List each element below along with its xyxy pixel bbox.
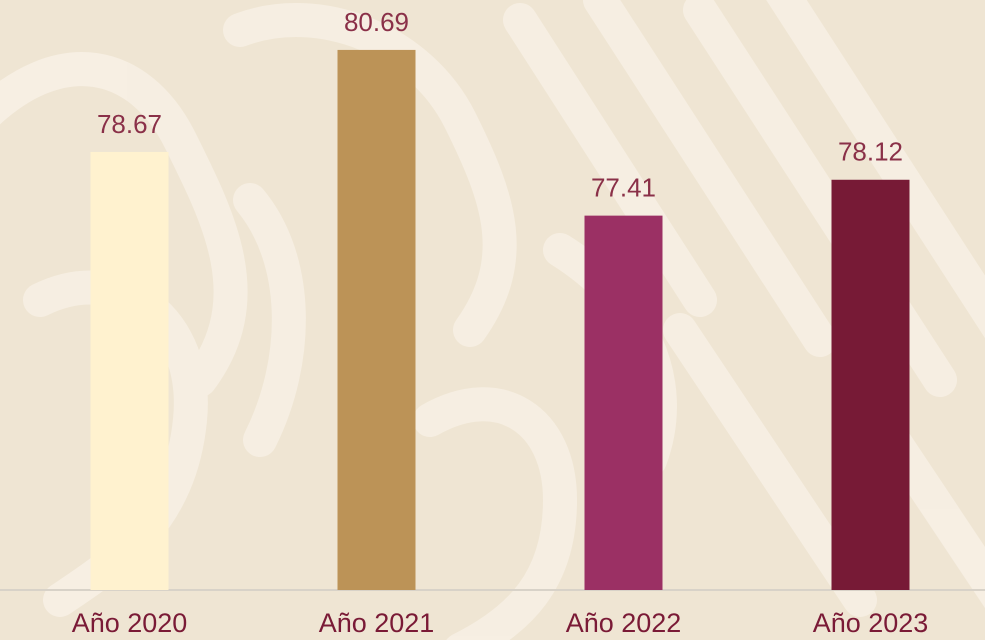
bar: [337, 49, 416, 590]
value-label: 78.67: [97, 109, 162, 139]
x-tick-label: Año 2021: [319, 608, 435, 638]
x-tick-label: Año 2023: [813, 608, 929, 638]
x-tick-label: Año 2022: [566, 608, 682, 638]
value-label: 77.41: [591, 173, 656, 203]
value-label: 80.69: [344, 7, 409, 37]
bar: [90, 151, 169, 591]
bar: [831, 179, 910, 590]
value-label: 78.12: [838, 137, 903, 167]
x-tick-label: Año 2020: [72, 608, 188, 638]
bar: [584, 215, 663, 590]
